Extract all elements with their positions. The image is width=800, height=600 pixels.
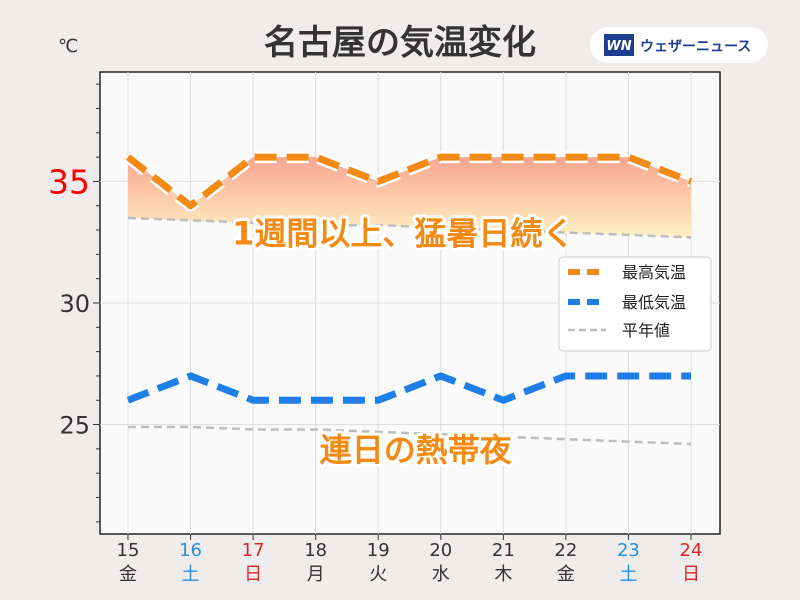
- x-tick-date: 16: [179, 540, 202, 561]
- max-temp-line: [125, 153, 693, 210]
- x-tick-weekday: 金: [557, 564, 575, 585]
- legend-label-max: 最高気温: [622, 263, 686, 282]
- y-tick-label: 30: [59, 290, 90, 318]
- x-tick-date: 19: [367, 540, 390, 561]
- brand-name: ウェザーニュース: [640, 39, 751, 55]
- legend: 最高気温 最低気温 平年値: [558, 256, 712, 352]
- legend-label-min: 最低気温: [622, 293, 686, 312]
- x-tick-weekday: 水: [432, 564, 450, 585]
- x-tick-weekday: 日: [682, 564, 700, 585]
- grid-lines: [100, 72, 720, 534]
- legend-label-normal: 平年値: [622, 321, 670, 340]
- x-tick-date: 24: [680, 540, 703, 561]
- x-tick-weekday: 日: [244, 564, 262, 585]
- normal-max-line: [127, 216, 692, 239]
- wn-logo-mark: [604, 34, 634, 56]
- x-tick-weekday: 火: [369, 564, 387, 585]
- x-tick-weekday: 月: [307, 564, 325, 585]
- y-tick-label: 35: [48, 162, 90, 201]
- min-temp-line: [126, 372, 691, 404]
- brand-pill: [590, 27, 768, 63]
- wn-logo-text: WN: [606, 39, 631, 54]
- chart-title: 名古屋の気温変化: [264, 23, 536, 63]
- brand-logo: WN ウェザーニュース: [590, 27, 768, 63]
- y-tick-labels: 25 30 35: [48, 162, 90, 439]
- max-temp-fill-area: [128, 157, 691, 238]
- x-tick-weekday: 金: [119, 564, 137, 585]
- x-tick-labels: 15 金 16 土 17 日 18 月 19 火 20 水 21 木 22 金 23 土 24 日: [117, 534, 703, 585]
- normal-min-line: [128, 425, 692, 446]
- x-tick-weekday: 土: [182, 564, 200, 585]
- x-tick-date: 18: [304, 540, 327, 561]
- y-tick-label: 25: [59, 412, 90, 440]
- series-lines: [124, 151, 694, 446]
- x-tick-weekday: 木: [494, 564, 512, 585]
- x-tick-date: 20: [429, 540, 452, 561]
- annotation-0: 1週間以上、猛暑日続く: [232, 215, 574, 253]
- legend-box: [558, 256, 712, 352]
- annotation-1: 連日の熱帯夜: [320, 431, 513, 469]
- x-tick-date: 22: [554, 540, 577, 561]
- y-minor-ticks: [93, 83, 100, 523]
- x-tick-date: 17: [242, 540, 265, 561]
- x-tick-weekday: 土: [619, 564, 637, 585]
- y-unit-label: ℃: [58, 36, 78, 57]
- x-tick-date: 23: [617, 540, 640, 561]
- x-tick-date: 15: [117, 540, 140, 561]
- x-tick-date: 21: [492, 540, 515, 561]
